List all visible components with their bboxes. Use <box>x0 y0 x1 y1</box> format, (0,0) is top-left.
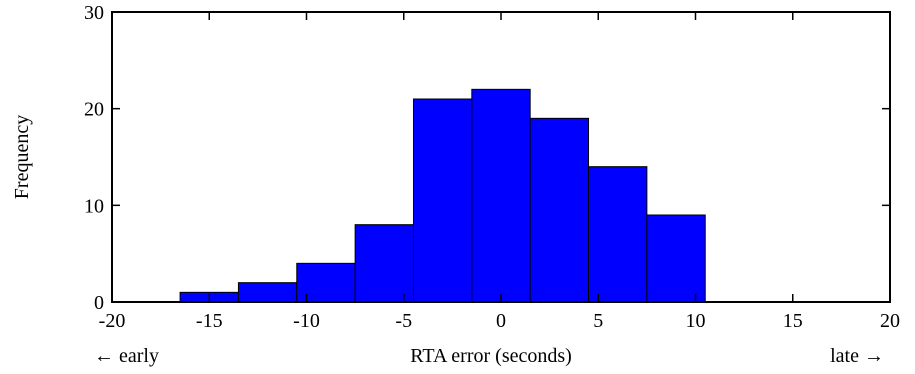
x-tick-label: -10 <box>293 310 320 332</box>
histogram-bar <box>354 224 414 303</box>
x-tick-label: 20 <box>880 310 900 332</box>
x-axis-late-label: late → <box>830 345 884 367</box>
histogram-bar <box>296 262 356 303</box>
x-tick-label: -20 <box>99 310 126 332</box>
x-tick-label: 0 <box>496 310 506 332</box>
histogram-bar <box>529 117 590 303</box>
x-tick-label: 10 <box>686 310 706 332</box>
x-tick-label: 15 <box>783 310 803 332</box>
histogram-bar <box>588 166 648 303</box>
plot-frame <box>111 11 891 303</box>
histogram-bar <box>646 214 706 303</box>
y-tick-label: 10 <box>84 195 104 217</box>
histogram-bar <box>237 282 298 303</box>
x-tick-label: -5 <box>395 310 412 332</box>
y-tick-label: 0 <box>94 292 104 314</box>
y-tick-label: 30 <box>84 2 104 24</box>
x-axis-early-label: ← early <box>94 345 159 367</box>
y-tick-label: 20 <box>84 99 104 121</box>
x-tick-label: -15 <box>196 310 223 332</box>
x-tick-label: 5 <box>593 310 603 332</box>
histogram-bar <box>412 98 473 303</box>
ticks-group: -20 -15 -10 -5 0 5 10 15 20 0 10 20 30 <box>84 2 900 332</box>
histogram-bar <box>471 88 531 303</box>
x-axis-label: RTA error (seconds) <box>410 345 572 367</box>
y-axis-label: Frequency <box>11 115 33 199</box>
bars-group <box>179 88 706 303</box>
